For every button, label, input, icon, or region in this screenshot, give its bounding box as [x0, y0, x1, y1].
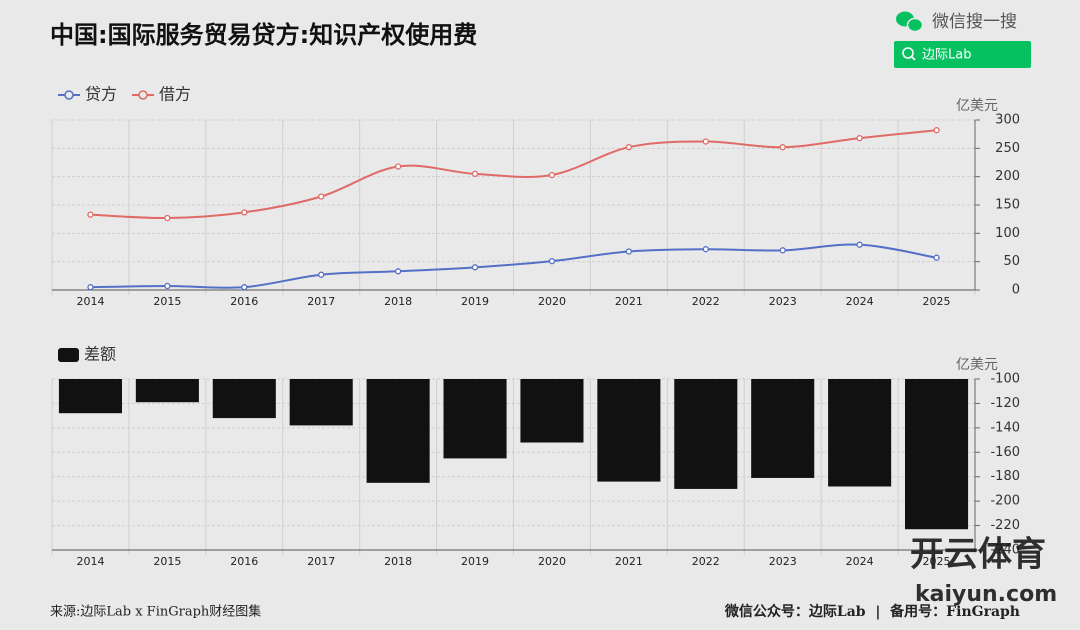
point — [394, 163, 402, 170]
search-button[interactable] — [894, 41, 1031, 68]
y-tick-label: 250 — [995, 141, 1020, 156]
series-line — [90, 243, 937, 289]
point — [241, 209, 248, 216]
legend-label: 差额 — [84, 345, 116, 364]
x-tick-label: 2022 — [692, 555, 720, 568]
point — [548, 171, 556, 179]
x-tick-label: 2025 — [923, 295, 951, 308]
bar — [520, 379, 584, 443]
x-tick-label: 2015 — [153, 555, 181, 568]
x-tick-label: 2020 — [538, 555, 566, 568]
x-tick-label: 2017 — [307, 295, 335, 308]
legend-label: 借方 — [159, 85, 191, 104]
x-tick-label: 2023 — [769, 555, 797, 568]
bar — [828, 379, 892, 487]
point — [548, 257, 556, 265]
y-unit: 亿美元 — [956, 98, 998, 114]
legend-marker — [138, 90, 148, 100]
y-tick-label: -100 — [990, 372, 1020, 387]
bar — [366, 379, 430, 483]
point — [87, 284, 94, 291]
y-tick-label: 50 — [1003, 254, 1020, 269]
y-tick-label: -220 — [990, 518, 1020, 533]
legend-marker — [64, 90, 74, 100]
x-tick-label: 2017 — [307, 555, 335, 568]
x-tick-label: 2020 — [538, 295, 566, 308]
x-tick-label: 2018 — [384, 555, 412, 568]
point — [933, 127, 940, 134]
legend-label: 贷方 — [85, 85, 117, 104]
bar — [751, 379, 815, 478]
point — [702, 138, 709, 145]
bar — [212, 379, 276, 419]
point — [164, 214, 171, 222]
watermark-url: kaiyun.com — [915, 582, 1057, 607]
source: 来源:边际Lab x FinGraph财经图集 — [50, 604, 261, 620]
y-tick-label: 300 — [995, 113, 1020, 128]
x-tick-label: 2019 — [461, 295, 489, 308]
x-tick-label: 2021 — [615, 295, 643, 308]
y-tick-label: -200 — [990, 494, 1020, 509]
point — [394, 268, 402, 275]
x-tick-label: 2015 — [153, 295, 181, 308]
account: 微信公众号：边际Lab | 备用号：FinGraph — [724, 603, 1020, 620]
point — [87, 211, 94, 218]
bar — [289, 379, 353, 426]
point — [856, 241, 863, 248]
point — [779, 144, 786, 151]
bar — [674, 379, 738, 489]
title: 中国:国际服务贸易贷方:知识产权使用费 — [50, 21, 477, 49]
y-tick-label: -140 — [990, 420, 1020, 435]
x-tick-label: 2022 — [692, 295, 720, 308]
point — [779, 247, 786, 254]
point — [933, 254, 940, 261]
y-tick-label: -180 — [990, 469, 1020, 484]
y-tick-label: 0 — [1012, 283, 1020, 298]
y-unit: 亿美元 — [956, 357, 998, 373]
bar — [135, 379, 199, 403]
x-tick-label: 2018 — [384, 295, 412, 308]
point — [471, 170, 479, 177]
point — [702, 246, 709, 253]
watermark-brand: 开云体育 — [910, 535, 1046, 575]
x-tick-label: 2025 — [923, 555, 951, 568]
x-tick-label: 2016 — [230, 295, 258, 308]
y-tick-label: -160 — [990, 445, 1020, 460]
x-tick-label: 2014 — [76, 295, 104, 308]
y-tick-label: -240 — [990, 543, 1020, 558]
bar — [905, 379, 969, 530]
legend-swatch — [58, 348, 79, 362]
search-label: 微信搜一搜 — [932, 12, 1017, 32]
point — [471, 264, 479, 271]
bar — [443, 379, 507, 459]
point — [318, 271, 325, 278]
series-line — [90, 129, 937, 220]
x-tick-label: 2021 — [615, 555, 643, 568]
point — [164, 282, 171, 290]
point — [241, 284, 248, 291]
y-tick-label: -120 — [990, 396, 1020, 411]
x-tick-label: 2024 — [846, 295, 874, 308]
x-tick-label: 2016 — [230, 555, 258, 568]
bar — [597, 379, 661, 482]
search-icon — [902, 47, 916, 61]
x-tick-label: 2024 — [846, 555, 874, 568]
y-tick-label: 150 — [995, 198, 1020, 213]
point — [318, 193, 325, 200]
point — [625, 248, 633, 255]
x-tick-label: 2023 — [769, 295, 797, 308]
wechat-icon — [896, 11, 924, 33]
y-tick-label: 200 — [995, 169, 1020, 184]
x-tick-label: 2019 — [461, 555, 489, 568]
point — [625, 144, 633, 151]
point — [856, 134, 863, 142]
x-tick-label: 2014 — [76, 555, 104, 568]
bar — [58, 379, 122, 414]
search-button-label: 边际Lab — [922, 48, 971, 63]
y-tick-label: 100 — [995, 226, 1020, 241]
